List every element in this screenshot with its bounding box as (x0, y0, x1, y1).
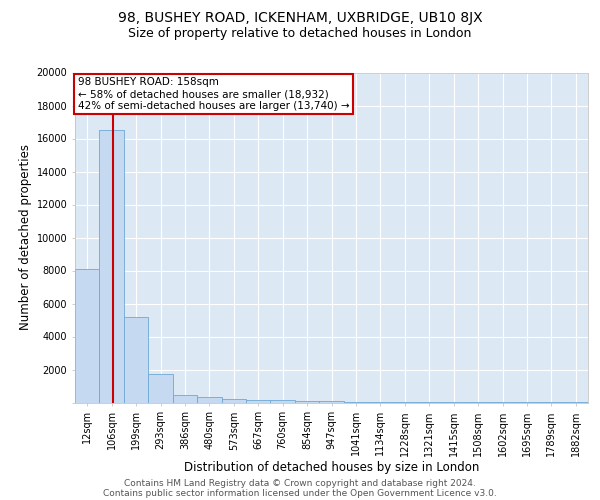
Text: Size of property relative to detached houses in London: Size of property relative to detached ho… (128, 28, 472, 40)
Bar (148, 374, 173, 402)
Bar (271, 400, 295, 402)
Bar (173, 395, 197, 402)
Bar (295, 401, 319, 402)
Bar (124, 316, 148, 402)
Text: Contains public sector information licensed under the Open Government Licence v3: Contains public sector information licen… (103, 488, 497, 498)
Bar (319, 401, 344, 402)
Text: Contains HM Land Registry data © Crown copyright and database right 2024.: Contains HM Land Registry data © Crown c… (124, 478, 476, 488)
Text: 98, BUSHEY ROAD, ICKENHAM, UXBRIDGE, UB10 8JX: 98, BUSHEY ROAD, ICKENHAM, UXBRIDGE, UB1… (118, 11, 482, 25)
Bar (75, 269, 100, 402)
Y-axis label: Number of detached properties: Number of detached properties (19, 144, 32, 330)
Bar (100, 130, 124, 402)
Text: 98 BUSHEY ROAD: 158sqm
← 58% of detached houses are smaller (18,932)
42% of semi: 98 BUSHEY ROAD: 158sqm ← 58% of detached… (77, 78, 349, 110)
X-axis label: Distribution of detached houses by size in London: Distribution of detached houses by size … (184, 461, 479, 474)
Bar (246, 400, 271, 402)
Bar (221, 399, 246, 402)
Bar (197, 397, 221, 402)
